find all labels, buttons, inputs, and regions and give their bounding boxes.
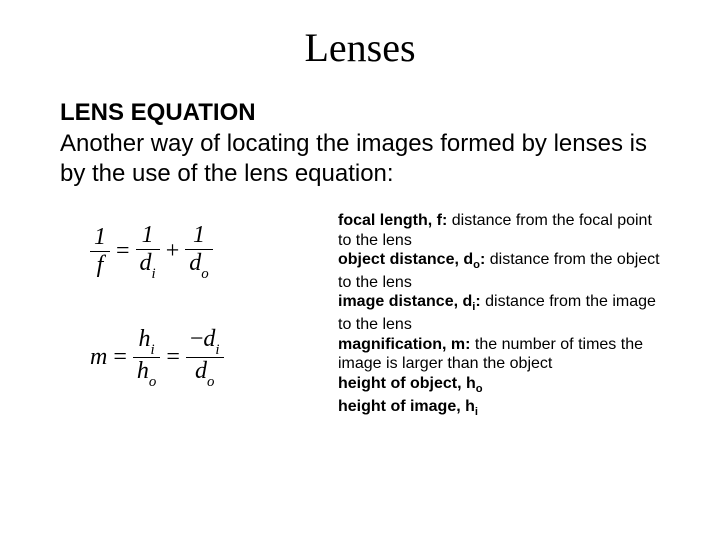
- denominator: di: [136, 251, 160, 280]
- term-label: height of object, h: [338, 375, 476, 392]
- var: h: [139, 326, 151, 352]
- page-title: Lenses: [60, 24, 660, 71]
- var: h: [137, 358, 149, 384]
- denominator: ho: [133, 359, 160, 388]
- var: d: [195, 358, 207, 384]
- subscript: o: [149, 374, 156, 390]
- denominator: do: [185, 251, 212, 280]
- magnification-equation: m = hi ho = −di do: [90, 327, 320, 389]
- content-row: 1 f = 1 di + 1 do m: [60, 211, 660, 419]
- definitions-block: focal length, f: distance from the focal…: [338, 211, 660, 419]
- term: image distance, di:: [338, 293, 481, 310]
- subscript: i: [152, 266, 156, 282]
- numerator: 1: [189, 223, 209, 248]
- term: height of object, ho: [338, 375, 483, 392]
- term: focal length, f:: [338, 212, 447, 229]
- var: d: [203, 326, 215, 352]
- fraction: −di do: [186, 327, 224, 389]
- fraction: 1 f: [90, 225, 110, 278]
- slide: Lenses LENS EQUATION Another way of loca…: [0, 0, 720, 540]
- definition-image-distance: image distance, di: distance from the im…: [338, 292, 660, 334]
- numerator: 1: [138, 223, 158, 248]
- numerator: −di: [186, 327, 224, 356]
- term: object distance, do:: [338, 251, 485, 268]
- subscript: i: [151, 342, 155, 358]
- term-label: object distance, d: [338, 251, 473, 268]
- lens-equation: 1 f = 1 di + 1 do: [90, 223, 320, 281]
- definition-focal-length: focal length, f: distance from the focal…: [338, 211, 660, 250]
- numerator: hi: [135, 327, 159, 356]
- term: magnification, m:: [338, 336, 470, 353]
- equations-block: 1 f = 1 di + 1 do m: [60, 211, 320, 419]
- numerator: 1: [90, 225, 110, 250]
- denominator: f: [93, 253, 108, 278]
- definition-height-image: height of image, hi: [338, 397, 660, 420]
- var-m: m: [90, 344, 107, 371]
- fraction: hi ho: [133, 327, 160, 389]
- plus-sign: +: [160, 238, 186, 265]
- term: height of image, hi: [338, 398, 478, 415]
- definition-object-distance: object distance, do: distance from the o…: [338, 250, 660, 292]
- minus-sign: −: [190, 326, 204, 352]
- fraction: 1 di: [136, 223, 160, 281]
- definition-height-object: height of object, ho: [338, 374, 660, 397]
- subscript: o: [201, 266, 208, 282]
- term-label: height of image, h: [338, 398, 475, 415]
- var: d: [140, 250, 152, 276]
- intro-text: Another way of locating the images forme…: [60, 129, 660, 189]
- definition-magnification: magnification, m: the number of times th…: [338, 335, 660, 374]
- subscript: o: [207, 374, 214, 390]
- subheading: LENS EQUATION: [60, 99, 660, 127]
- equals-sign: =: [107, 344, 133, 371]
- equals-sign: =: [160, 344, 186, 371]
- subscript: i: [215, 342, 219, 358]
- subscript: i: [475, 406, 478, 418]
- equals-sign: =: [110, 238, 136, 265]
- subscript: o: [476, 383, 483, 395]
- denominator: do: [191, 359, 218, 388]
- term-label: image distance, d: [338, 293, 472, 310]
- fraction: 1 do: [185, 223, 212, 281]
- var: d: [189, 250, 201, 276]
- subscript: o: [473, 259, 480, 271]
